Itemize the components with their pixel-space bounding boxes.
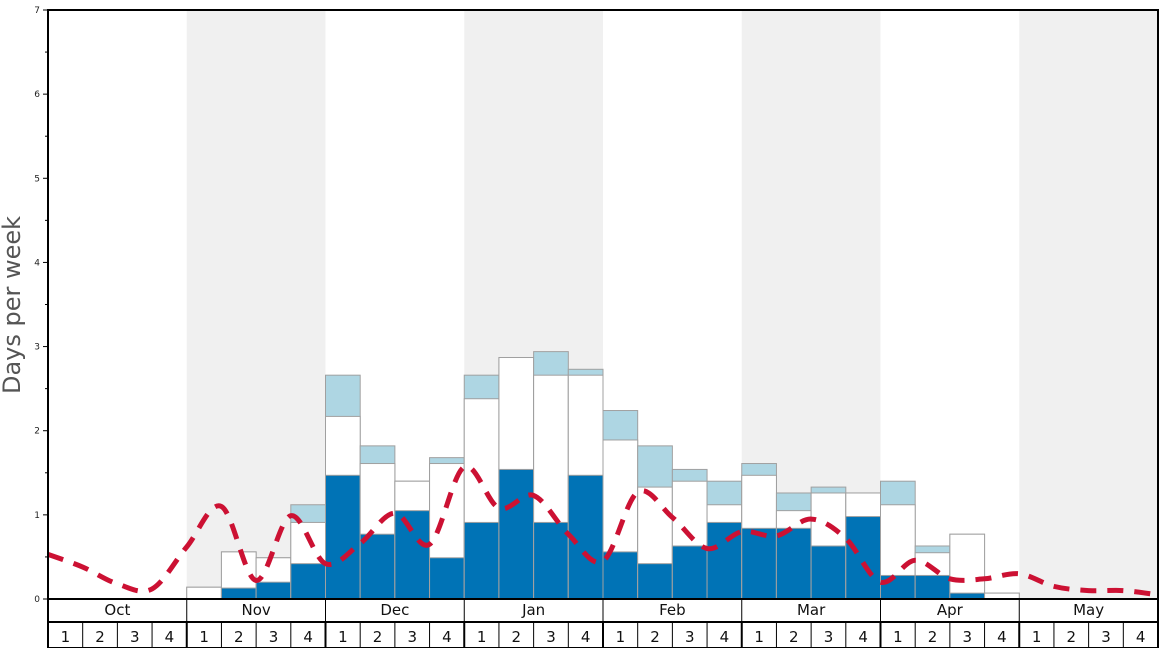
week-label: 3: [546, 628, 556, 646]
bar-segment-dark: [290, 563, 326, 600]
week-label: 4: [581, 628, 591, 646]
week-label: 2: [373, 628, 383, 646]
bar-segment-white: [186, 586, 222, 600]
week-label: 1: [477, 628, 487, 646]
bar-segment-dark: [914, 574, 951, 600]
week-label: 3: [962, 628, 972, 646]
week-label: 2: [95, 628, 105, 646]
bar-segment-dark: [741, 527, 777, 600]
week-label: 4: [1136, 628, 1146, 646]
month-bands: [186, 10, 1158, 599]
y-tick-label: 3: [34, 343, 40, 353]
bar-segment-dark: [255, 581, 292, 600]
month-label: Nov: [241, 601, 270, 619]
plot-frame: [47, 9, 1159, 648]
week-label: 1: [61, 628, 71, 646]
month-band: [1019, 10, 1158, 599]
bars: [186, 351, 1020, 600]
week-label: 3: [269, 628, 279, 646]
week-label: 4: [303, 628, 313, 646]
trend-line: [47, 464, 1159, 598]
week-label: 4: [165, 628, 175, 646]
week-label: 1: [338, 628, 348, 646]
week-label: 4: [720, 628, 730, 646]
bar-segment-dark: [602, 551, 639, 600]
x-axis: Oct Nov Dec Jan Feb Mar Apr May 1 2 3 4 1 2 3 4 1 2 3 4 1 2 3 4…: [48, 598, 1158, 648]
bar-segment-dark: [533, 521, 569, 600]
bar-segment-dark: [775, 527, 812, 600]
month-band: [186, 10, 326, 599]
bar-segment-dark: [463, 521, 500, 600]
week-label: 2: [1067, 628, 1077, 646]
y-tick-label: 7: [34, 6, 40, 16]
bar-segment-dark: [880, 574, 916, 600]
y-tick-label: 1: [34, 511, 40, 521]
week-label: 2: [650, 628, 660, 646]
bar-segment-white: [949, 533, 986, 600]
bar-segment-dark: [810, 545, 847, 600]
month-label: Feb: [659, 601, 686, 619]
month-label: May: [1073, 601, 1104, 619]
week-label: 3: [824, 628, 834, 646]
week-label: 1: [754, 628, 764, 646]
month-label: Jan: [521, 601, 545, 619]
trend-line-layer: [47, 464, 1159, 598]
week-label: 2: [928, 628, 938, 646]
y-axis-label: Days per week: [0, 216, 26, 394]
frame-border: [47, 9, 1159, 648]
week-label: 1: [893, 628, 903, 646]
y-tick-label: 0: [34, 595, 40, 605]
bar-segment-dark: [359, 533, 396, 600]
bar-segment-dark: [429, 557, 465, 600]
week-label: 3: [1101, 628, 1111, 646]
bar-segment-dark: [325, 474, 361, 600]
y-tick-label: 4: [34, 258, 40, 268]
bar-segment-dark: [394, 510, 431, 600]
y-tick-label: 6: [34, 90, 40, 100]
y-tick-label: 5: [34, 174, 40, 184]
week-label: 1: [616, 628, 626, 646]
week-label: 2: [789, 628, 799, 646]
week-label: 2: [234, 628, 244, 646]
y-axis: 0 1 2 3 4 5 6 7: [34, 6, 48, 605]
week-label: 4: [858, 628, 868, 646]
week-label: 3: [685, 628, 695, 646]
week-label: 1: [199, 628, 209, 646]
bar-segment-dark: [845, 516, 881, 600]
week-label: 4: [997, 628, 1007, 646]
month-label: Dec: [380, 601, 409, 619]
week-label: 2: [512, 628, 522, 646]
month-label: Apr: [937, 601, 964, 619]
week-label: 1: [1032, 628, 1042, 646]
bar-segment-dark: [637, 563, 673, 600]
week-label: 3: [407, 628, 417, 646]
week-label: 3: [130, 628, 140, 646]
week-label: 4: [442, 628, 452, 646]
month-label: Mar: [797, 601, 826, 619]
bar-segment-dark: [220, 587, 257, 600]
bar-segment-dark: [671, 545, 708, 600]
bar-segment-dark: [498, 468, 535, 600]
y-tick-label: 2: [34, 427, 40, 437]
month-label: Oct: [104, 601, 130, 619]
